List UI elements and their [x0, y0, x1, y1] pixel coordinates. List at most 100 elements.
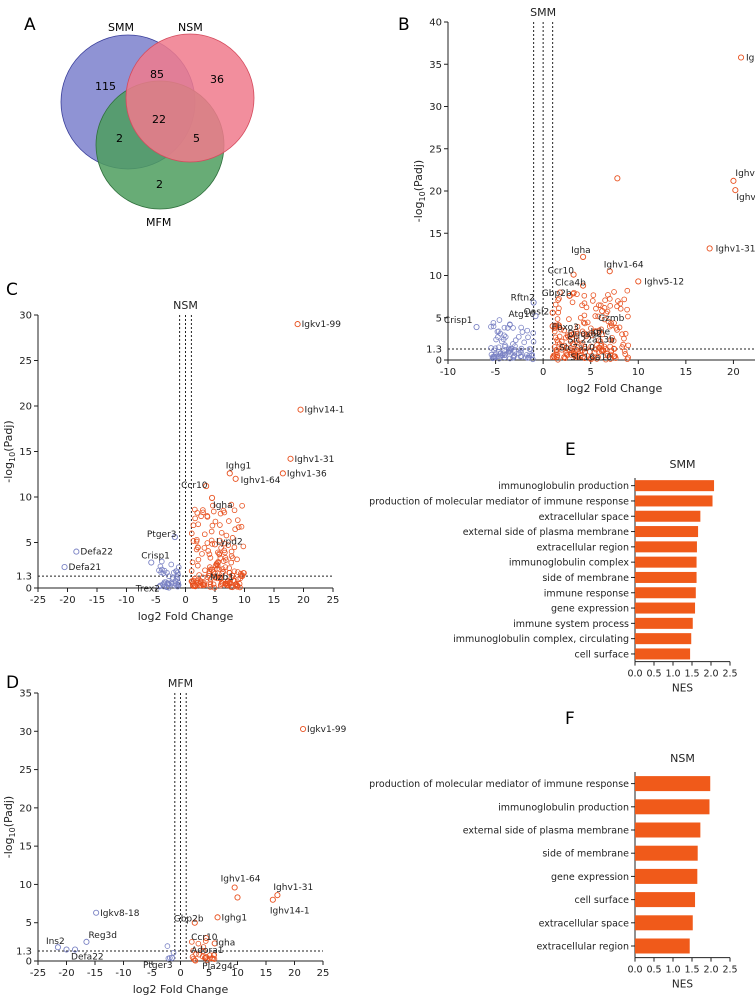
gene-label-ins2: Ins2 [46, 937, 65, 947]
x-tick-label: 5 [212, 595, 218, 606]
gene-label-ighv1-64: Ighv1-64 [604, 260, 644, 270]
gene-point-clca4b [580, 282, 587, 289]
upregulated-gene-point [593, 305, 599, 312]
upregulated-gene-point [589, 298, 596, 304]
gene-label-gzmb: Gzmb [598, 314, 624, 324]
y-tick-label: 25 [19, 356, 32, 367]
downregulated-gene-point [490, 320, 497, 326]
gene-point-adora1 [200, 947, 207, 955]
nes-bar [635, 541, 697, 553]
plot-title: NSM [173, 299, 198, 312]
venn-count-smm-nsm: 85 [150, 68, 164, 81]
x-tick-label: 1.0 [665, 669, 680, 680]
downregulated-gene-point [491, 347, 497, 354]
downregulated-gene-point [175, 579, 182, 586]
gene-point-atg10 [532, 313, 539, 320]
upregulated-gene-point [603, 356, 609, 363]
category-label: immune system process [513, 619, 629, 630]
x-tick-label: -10 [115, 968, 131, 979]
downregulated-gene-point [512, 343, 518, 349]
upregulated-gene-point [581, 312, 588, 319]
gene-point-ins2 [54, 944, 62, 951]
upregulated-gene-point [228, 553, 235, 559]
gene-point-igkv8-18 [93, 909, 100, 916]
x-tick-label: -15 [89, 595, 105, 606]
gene-label-ighv14-1: Ighv14-1 [305, 406, 345, 416]
downregulated-gene-point [164, 943, 171, 949]
upregulated-gene-point [596, 337, 602, 344]
panel-label-c: C [6, 280, 18, 300]
upregulated-gene-point [228, 559, 235, 566]
gene-point-defa22 [72, 946, 79, 953]
gene-label-defa22: Defa22 [80, 548, 113, 558]
gene-point-fbxo3 [549, 323, 556, 330]
upregulated-gene-point [617, 300, 624, 307]
y-tick-label: 0 [436, 356, 442, 367]
upregulated-gene-point [198, 582, 204, 589]
upregulated-gene-point [219, 566, 226, 572]
nes-bar [635, 617, 693, 629]
volcano-plot-smm: -10-5051015202505101520253035401.3SMMlog… [412, 6, 755, 395]
upregulated-gene-point [579, 339, 586, 346]
upregulated-gene-point [218, 545, 224, 551]
upregulated-gene-point [189, 578, 196, 584]
gene-point-ighv14-1 [730, 177, 737, 184]
downregulated-gene-point [526, 352, 533, 359]
downregulated-gene-point [157, 582, 164, 589]
x-tick-label: -25 [30, 595, 46, 606]
y-tick-label: 30 [19, 311, 32, 322]
gene-label-ighv1-31: Ighv1-31 [273, 883, 313, 893]
category-label: immunoglobulin production [498, 802, 629, 813]
downregulated-gene-point [164, 569, 170, 576]
gene-label-crisp1: Crisp1 [141, 552, 170, 562]
category-label: extracellular space [539, 512, 630, 523]
venn-count-all: 22 [152, 113, 166, 126]
gene-label-ighv1-31: Ighv1-31 [295, 455, 335, 465]
y-tick-label: 5 [436, 313, 442, 324]
gene-point-igha [208, 494, 216, 501]
downregulated-gene-point [530, 330, 536, 336]
upregulated-gene-point [624, 306, 630, 313]
gene-label-slc7a10: Slc7a10 [559, 343, 595, 353]
x-tick-label: -5 [151, 595, 161, 606]
upregulated-gene-point [207, 554, 214, 561]
gene-point-igkv1-99 [299, 725, 307, 733]
x-tick-label: 1.0 [665, 965, 680, 976]
y-tick-label: 30 [429, 102, 442, 113]
x-tick-label: 2.0 [703, 669, 718, 680]
gene-point-duoxa2 [568, 331, 575, 338]
downregulated-gene-point [530, 338, 537, 345]
upregulated-gene-point [621, 348, 628, 354]
downregulated-gene-point [515, 334, 522, 340]
downregulated-gene-point [507, 355, 513, 362]
gene-point-ighv1-31 [287, 455, 294, 462]
nes-bar [635, 587, 696, 599]
upregulated-gene-point [557, 289, 563, 296]
gene-label-ighg1: Ighg1 [222, 913, 248, 923]
gene-label-ighv1-36: Ighv1-36 [287, 469, 327, 479]
gene-point-trex2 [164, 580, 171, 587]
x-tick-label: -10 [118, 595, 134, 606]
upregulated-gene-point [222, 549, 228, 556]
upregulated-gene-point [588, 356, 594, 363]
upregulated-gene-point [608, 348, 614, 355]
downregulated-gene-point [496, 355, 502, 362]
downregulated-gene-point [173, 568, 180, 575]
gene-label-igha: Igha [213, 501, 233, 511]
downregulated-gene-point [489, 355, 496, 362]
downregulated-gene-point [505, 349, 512, 356]
y-tick-label: 25 [19, 765, 32, 776]
venn-count-smm-mfm: 2 [116, 132, 123, 145]
x-axis-label: log2 Fold Change [133, 983, 229, 996]
nes-bar [635, 556, 697, 568]
gene-label-igkv8-18: Igkv8-18 [100, 909, 140, 919]
x-tick-label: 25 [327, 595, 340, 606]
x-tick-label: 0.0 [627, 669, 642, 680]
upregulated-gene-point [193, 546, 200, 553]
x-tick-label: -5 [147, 968, 157, 979]
x-tick-label: 0 [177, 968, 183, 979]
venn-label-smm: SMM [108, 21, 134, 34]
upregulated-gene-point [208, 528, 215, 535]
x-tick-label: 0.0 [627, 965, 642, 976]
x-tick-label: 0.5 [646, 669, 661, 680]
